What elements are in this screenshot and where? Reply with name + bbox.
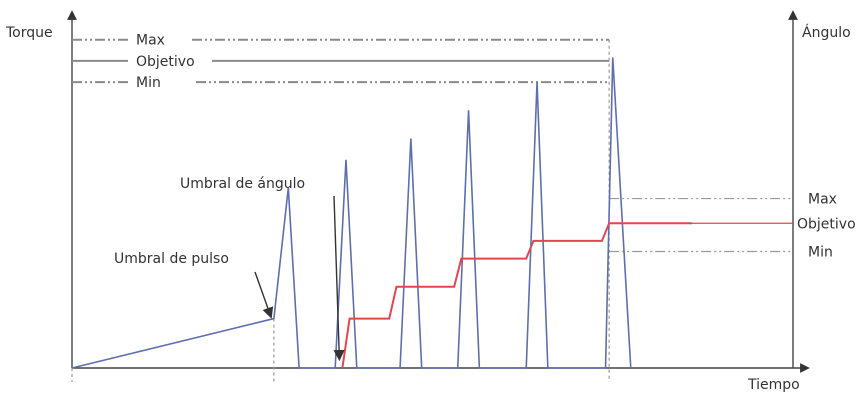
angle-level-label-max: Max (808, 192, 837, 208)
angle-level-label-min: Min (808, 245, 833, 261)
annotation-label-1: Umbral de ángulo (180, 176, 305, 192)
series-line-torque (71, 57, 632, 369)
torque-level-label-min: Min (136, 75, 161, 91)
angle-levels: Max Objetivo Min (609, 192, 856, 261)
series-line-angle (341, 222, 693, 369)
y-axis-label-right: Ángulo (802, 24, 851, 41)
vertical-markers (71, 39, 610, 382)
annotations: Umbral de pulso Umbral de ángulo (114, 176, 345, 362)
torque-levels: Max Objetivo Min (72, 33, 610, 91)
torque-level-label-max: Max (136, 33, 165, 49)
annotation-arrow-1 (333, 195, 345, 362)
annotation-arrow-0 (254, 271, 274, 319)
angle-level-label-objetivo: Objetivo (797, 216, 856, 232)
x-axis-label: Tiempo (747, 377, 800, 393)
annotation-label-0: Umbral de pulso (114, 251, 229, 267)
y-axis-label-left: Torque (5, 25, 53, 41)
torque-level-label-objetivo: Objetivo (136, 54, 195, 70)
